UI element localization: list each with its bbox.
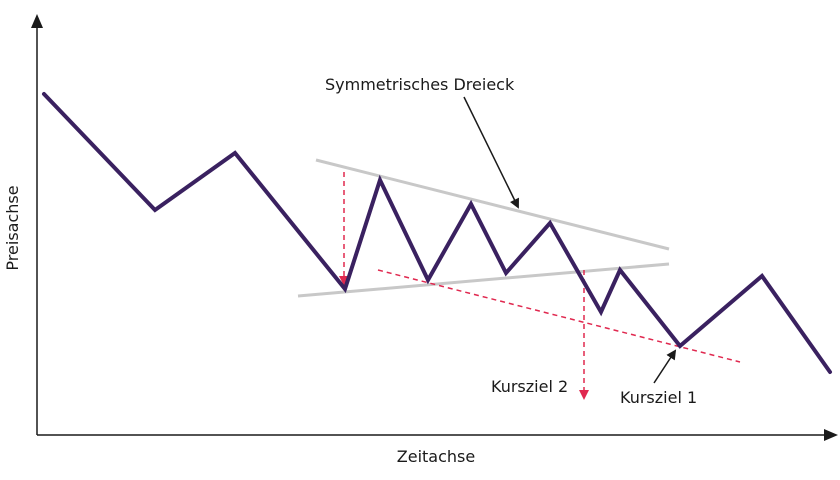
price-line [42, 92, 832, 374]
upper-trend-line [315, 158, 670, 251]
triangle-trend-lines [297, 158, 670, 298]
y-axis-arrow-icon [31, 14, 43, 28]
axes [31, 14, 838, 441]
y-axis-label: Preisachse [3, 185, 22, 270]
x-axis-arrow-icon [824, 429, 838, 441]
pattern-label: Symmetrisches Dreieck [325, 75, 515, 94]
target-2-label: Kursziel 2 [491, 377, 568, 396]
target-1-label: Kursziel 1 [620, 388, 697, 407]
target-projections [339, 172, 741, 400]
target-1-arrow [653, 349, 677, 384]
lower-trend-line [297, 262, 670, 298]
x-axis-label: Zeitachse [397, 447, 475, 466]
pattern-label-arrow [463, 96, 519, 209]
projected-support-line [377, 269, 741, 363]
